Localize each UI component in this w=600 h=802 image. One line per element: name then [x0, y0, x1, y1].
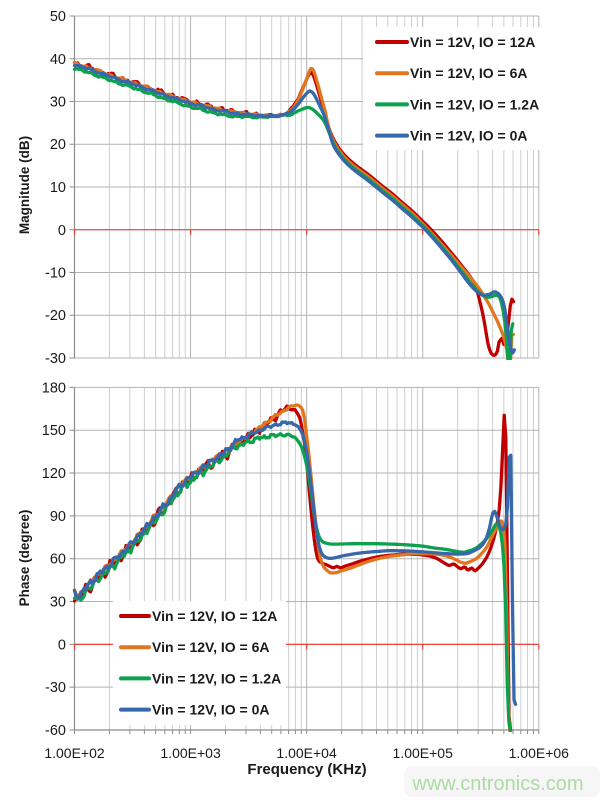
svg-text:-30: -30 — [45, 351, 66, 367]
svg-text:Frequency (KHz): Frequency (KHz) — [247, 761, 366, 778]
svg-text:60: 60 — [50, 552, 66, 568]
svg-text:0: 0 — [58, 223, 66, 239]
svg-text:Vin = 12V, IO = 12A: Vin = 12V, IO = 12A — [410, 34, 535, 50]
svg-text:1.00E+03: 1.00E+03 — [160, 745, 221, 761]
svg-text:1.00E+06: 1.00E+06 — [509, 745, 570, 761]
svg-text:0: 0 — [58, 637, 66, 653]
svg-text:40: 40 — [50, 52, 66, 68]
svg-text:Vin = 12V, IO = 0A: Vin = 12V, IO = 0A — [410, 128, 528, 144]
svg-text:90: 90 — [50, 509, 66, 525]
svg-text:30: 30 — [50, 95, 66, 111]
svg-text:1.00E+05: 1.00E+05 — [393, 745, 454, 761]
svg-text:Vin = 12V, IO = 6A: Vin = 12V, IO = 6A — [410, 65, 528, 81]
svg-text:Vin = 12V, IO = 1.2A: Vin = 12V, IO = 1.2A — [152, 670, 281, 686]
svg-text:Phase (degree): Phase (degree) — [17, 510, 32, 607]
svg-text:1.00E+04: 1.00E+04 — [276, 745, 337, 761]
svg-text:20: 20 — [50, 137, 66, 153]
svg-text:10: 10 — [50, 180, 66, 196]
svg-text:Vin = 12V, IO = 6A: Vin = 12V, IO = 6A — [152, 639, 270, 655]
svg-text:www.cntronics.com: www.cntronics.com — [411, 773, 583, 795]
svg-text:-30: -30 — [45, 680, 66, 696]
svg-text:-60: -60 — [45, 723, 66, 739]
svg-text:30: 30 — [50, 595, 66, 611]
svg-text:-10: -10 — [45, 266, 66, 282]
svg-text:50: 50 — [50, 9, 66, 25]
svg-text:Vin = 12V, IO = 12A: Vin = 12V, IO = 12A — [152, 608, 277, 624]
svg-text:Magnitude (dB): Magnitude (dB) — [17, 136, 32, 234]
svg-text:Vin = 12V, IO = 1.2A: Vin = 12V, IO = 1.2A — [410, 96, 539, 112]
svg-text:1.00E+02: 1.00E+02 — [44, 745, 105, 761]
svg-text:Vin = 12V, IO = 0A: Vin = 12V, IO = 0A — [152, 702, 270, 718]
svg-text:120: 120 — [42, 466, 66, 482]
svg-text:-20: -20 — [45, 308, 66, 324]
svg-text:150: 150 — [42, 423, 66, 439]
svg-text:180: 180 — [42, 380, 66, 396]
